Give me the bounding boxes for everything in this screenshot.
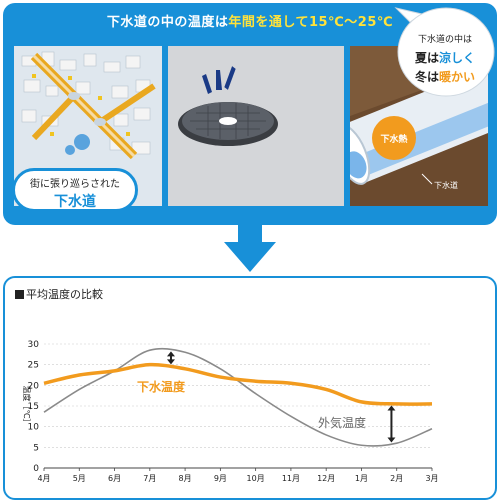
pipe-heat-label: 下水熱 bbox=[380, 133, 407, 145]
callout-line3: 冬は暖かい bbox=[414, 70, 476, 84]
winter-diff-arrow-head-up bbox=[387, 405, 396, 411]
summer-diff-arrow-head-up bbox=[166, 351, 175, 357]
y-tick-label: 25 bbox=[28, 361, 39, 371]
summer-diff-arrow-head-down bbox=[166, 359, 175, 365]
y-tick-label: 0 bbox=[33, 464, 39, 474]
x-tick-label: 12月 bbox=[317, 474, 335, 483]
city-label-line2: 下水道 bbox=[54, 194, 96, 210]
x-tick-label: 2月 bbox=[390, 474, 403, 483]
winter-diff-arrow-head-down bbox=[387, 437, 396, 443]
callout-line1: 下水道の中は bbox=[417, 35, 472, 45]
pipe-label: 下水道 bbox=[434, 180, 458, 190]
series-label-sewage: 下水温度 bbox=[137, 379, 186, 394]
callout-text: 下水道の中は 夏は涼しく 冬は暖かい bbox=[400, 32, 490, 85]
x-tick-label: 10月 bbox=[247, 474, 265, 483]
y-axis-label: 温度［℃］ bbox=[22, 386, 32, 427]
x-tick-label: 3月 bbox=[425, 474, 438, 483]
x-tick-label: 11月 bbox=[282, 474, 300, 483]
x-tick-label: 6月 bbox=[108, 474, 121, 483]
y-tick-label: 30 bbox=[28, 340, 40, 350]
x-tick-label: 1月 bbox=[355, 474, 368, 483]
y-tick-label: 20 bbox=[28, 381, 40, 391]
x-tick-label: 4月 bbox=[37, 474, 50, 483]
x-tick-label: 9月 bbox=[214, 474, 227, 483]
chart-panel: 平均温度の比較 bbox=[3, 276, 497, 500]
title-highlight: 年間を通して15℃〜25℃ bbox=[228, 15, 394, 30]
x-tick-label: 5月 bbox=[73, 474, 86, 483]
manhole-illustration bbox=[168, 46, 344, 206]
title-square-icon bbox=[15, 290, 24, 299]
series-label-air: 外気温度 bbox=[318, 415, 366, 430]
city-label-line1: 街に張り巡らされた bbox=[30, 179, 120, 190]
series-line-sewage bbox=[43, 362, 433, 406]
y-tick-label: 5 bbox=[33, 443, 39, 453]
down-arrow-icon bbox=[224, 222, 276, 272]
manhole-photo bbox=[168, 46, 344, 206]
x-tick-label: 7月 bbox=[143, 474, 156, 483]
y-tick-label: 10 bbox=[28, 423, 40, 433]
series-line-air bbox=[43, 347, 433, 447]
title-prefix: 下水道の中の温度は bbox=[106, 15, 229, 30]
callout-line2: 夏は涼しく bbox=[414, 51, 476, 65]
page-title: 下水道の中の温度は年間を通して15℃〜25℃ bbox=[3, 11, 497, 30]
callout-bubble bbox=[394, 7, 495, 97]
y-tick-label: 15 bbox=[28, 402, 39, 412]
chart-title: 平均温度の比較 bbox=[15, 286, 103, 302]
x-tick-label: 8月 bbox=[179, 474, 192, 483]
city-label-bubble: 街に張り巡らされた 下水道 bbox=[12, 168, 138, 212]
